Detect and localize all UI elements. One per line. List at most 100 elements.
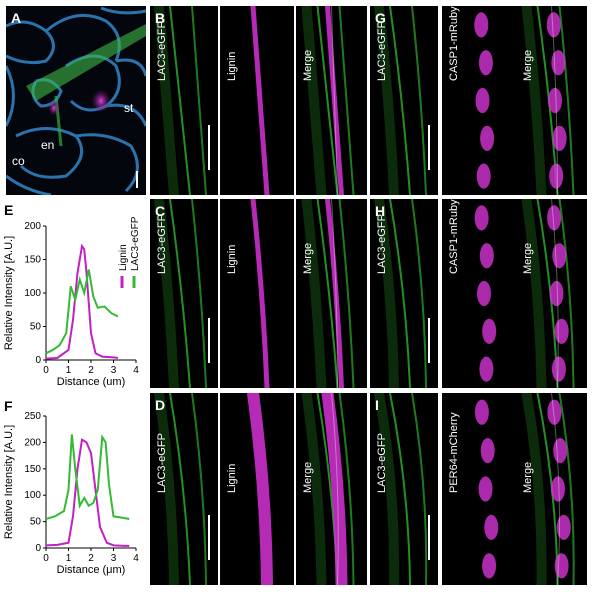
x-tick-label: 0 — [43, 553, 49, 564]
x-tick-label: 1 — [66, 365, 72, 376]
micrograph-merge-image — [296, 199, 367, 388]
micrograph-merge-image — [516, 6, 587, 195]
panel-d-magenta: Lignin — [220, 393, 294, 585]
panel-c-magenta: Lignin — [220, 199, 294, 388]
y-axis-label: Relative Intensity [A.U.] — [3, 425, 15, 539]
y-tick-label: 200 — [24, 221, 41, 232]
micrograph-magenta-image — [442, 393, 516, 585]
micrograph-green-image — [150, 199, 218, 388]
panel-c-merge: Merge — [296, 199, 367, 388]
channel-label: PER64-mCherry — [448, 412, 460, 493]
micrograph-merge-image — [516, 199, 587, 388]
legend-label: Lignin — [118, 244, 129, 271]
channel-label: Merge — [302, 461, 314, 493]
panel-i-green: I LAC3-eGFP — [370, 393, 438, 585]
series-line-lac3-egfp — [45, 269, 119, 355]
series-line-lac3-egfp — [45, 434, 130, 520]
micrograph-merge-image — [296, 6, 367, 195]
micrograph-magenta-image — [442, 199, 516, 388]
panel-i-merge: Merge — [516, 393, 587, 585]
scale-bar — [428, 515, 430, 560]
y-tick-label: 200 — [24, 437, 41, 448]
panel-a-image — [6, 6, 146, 195]
micrograph-green-image — [370, 6, 438, 195]
channel-label: LAC3-eGFP — [376, 21, 388, 81]
panel-b-magenta: Lignin — [220, 6, 294, 195]
y-tick-label: 150 — [24, 255, 41, 266]
y-tick-label: 50 — [30, 322, 42, 333]
channel-label: LAC3-eGFP — [156, 21, 168, 81]
panel-g-magenta: CASP1-mRuby3 — [442, 6, 516, 195]
channel-label: Merge — [302, 49, 314, 81]
panel-b-merge: Merge — [296, 6, 367, 195]
panel-f-chart: F 0 50 100 150 200 250 0 1 2 3 4 Distance (μm) Relat… — [0, 394, 146, 591]
panel-i-magenta: PER64-mCherry — [442, 393, 516, 585]
panel-h-green: H LAC3-eGFP — [370, 199, 438, 388]
channel-label: Lignin — [226, 463, 238, 493]
channel-label: LAC3-eGFP — [376, 214, 388, 274]
x-tick-label: 3 — [111, 553, 117, 564]
x-tick-label: 1 — [66, 553, 72, 564]
panel-b-letter: B — [155, 10, 166, 26]
micrograph-green-image — [370, 199, 438, 388]
x-tick-label: 2 — [88, 365, 94, 376]
y-tick-label: 100 — [24, 490, 41, 501]
panel-d-merge: Merge — [296, 393, 367, 585]
y-tick-label: 0 — [35, 543, 41, 554]
panel-h-magenta: CASP1-mRuby3 — [442, 199, 516, 388]
x-tick-label: 0 — [43, 365, 49, 376]
micrograph-magenta-image — [442, 6, 516, 195]
channel-label: LAC3-eGFP — [156, 214, 168, 274]
micrograph-green-image — [370, 393, 438, 585]
micrograph-magenta-image — [220, 199, 294, 388]
scale-bar — [428, 125, 430, 170]
y-tick-label: 150 — [24, 464, 41, 475]
x-axis-label: Distance (μm) — [57, 564, 126, 576]
series-line-lignin — [45, 243, 119, 360]
channel-label: LAC3-eGFP — [156, 433, 168, 493]
channel-label: Merge — [302, 242, 314, 274]
panel-h-merge: Merge — [516, 199, 587, 388]
micrograph-merge-image — [516, 393, 587, 585]
micrograph-magenta-image — [220, 6, 294, 195]
y-axis-label: Relative Intensity [A.U.] — [3, 236, 15, 350]
y-tick-label: 50 — [30, 517, 42, 528]
micrograph-green-image — [150, 393, 218, 585]
panel-a-letter: A — [11, 10, 22, 26]
panel-i-letter: I — [375, 397, 379, 413]
channel-label: CASP1-mRuby3 — [448, 199, 460, 274]
channel-label: Lignin — [226, 244, 238, 274]
panel-e-plot: 0 50 100 150 200 0 1 2 3 4 Distance (um) Relative I… — [3, 216, 141, 388]
panel-e-chart: E 0 50 100 150 200 0 1 2 3 4 Distance (um) Relative… — [0, 198, 146, 394]
y-tick-label: 100 — [24, 288, 41, 299]
panel-d-green: D LAC3-eGFP — [150, 393, 218, 585]
panel-f-letter: F — [4, 398, 13, 414]
x-tick-label: 3 — [111, 365, 117, 376]
channel-label: CASP1-mRuby3 — [448, 6, 460, 81]
panel-h-letter: H — [375, 203, 386, 219]
x-tick-label: 4 — [133, 553, 139, 564]
x-tick-label: 2 — [88, 553, 94, 564]
channel-label: Merge — [522, 242, 534, 274]
panel-a-micrograph: A st en co — [6, 6, 146, 195]
panel-c-green: C LAC3-eGFP — [150, 199, 218, 388]
y-tick-label: 250 — [24, 411, 41, 422]
micrograph-green-image — [150, 6, 218, 195]
panel-d-letter: D — [155, 397, 166, 413]
panel-e-letter: E — [4, 202, 14, 218]
channel-label: LAC3-eGFP — [376, 433, 388, 493]
micrograph-magenta-image — [220, 393, 294, 585]
legend-label: LAC3-eGFP — [130, 216, 141, 271]
x-tick-label: 4 — [133, 365, 139, 376]
x-axis-label: Distance (um) — [57, 376, 125, 388]
scale-bar — [208, 318, 210, 363]
scale-bar — [428, 318, 430, 363]
panel-g-merge: Merge — [516, 6, 587, 195]
scale-bar — [208, 515, 210, 560]
panel-g-letter: G — [375, 10, 386, 26]
panel-b-green: B LAC3-eGFP — [150, 6, 218, 195]
series-line-lignin — [45, 438, 130, 547]
channel-label: Lignin — [226, 51, 238, 81]
panel-a-scale-bar — [136, 171, 138, 188]
channel-label: Merge — [522, 49, 534, 81]
